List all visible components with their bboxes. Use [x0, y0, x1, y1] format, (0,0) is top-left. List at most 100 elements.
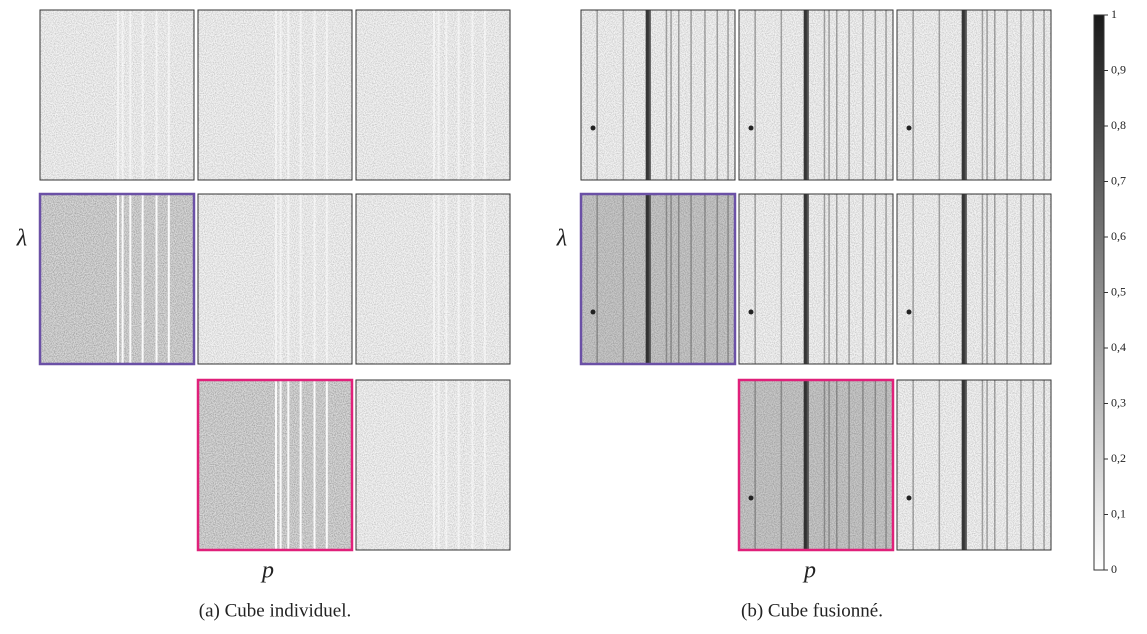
stripe: [596, 10, 598, 180]
stripe: [912, 194, 914, 364]
stripe: [885, 380, 887, 550]
stripe: [1043, 194, 1045, 364]
image-panel: [355, 9, 511, 181]
stripe: [754, 194, 756, 364]
panel-noise: [739, 10, 893, 180]
colorbar: 0 0,1 0,2 0,3 0,4 0,5 0,6 0,7 0,8 0,9 1: [1093, 7, 1126, 576]
stripe: [167, 194, 170, 364]
stripe: [836, 10, 838, 180]
x-label: p: [802, 558, 816, 584]
panel-border: [579, 192, 737, 366]
stripe: [129, 10, 132, 180]
stripe: [1032, 10, 1035, 180]
stripe: [1020, 380, 1022, 550]
stripe: [836, 194, 838, 364]
stripe: [299, 380, 302, 550]
tick-label: 0,2: [1111, 451, 1126, 465]
tick-label: 0,1: [1111, 506, 1126, 520]
stripe: [433, 380, 435, 550]
stripe: [648, 194, 651, 364]
stripe: [803, 10, 809, 180]
stripe: [325, 10, 328, 180]
image-panel: [579, 192, 737, 366]
stripe: [961, 10, 967, 180]
stripe: [622, 194, 625, 364]
stripe: [1006, 380, 1008, 550]
stripe: [1006, 194, 1008, 364]
y-label: λ: [16, 226, 27, 252]
stripe: [828, 194, 830, 364]
stripe: [754, 10, 756, 180]
image-panel: [896, 193, 1052, 365]
stripe: [483, 10, 486, 180]
stripe: [299, 194, 302, 364]
panel-border: [738, 9, 894, 181]
stripe: [117, 10, 119, 180]
dot: [748, 309, 754, 315]
panel-noise: [581, 194, 735, 364]
stripe: [1043, 380, 1045, 550]
stripe: [803, 194, 809, 364]
panel-noise: [897, 194, 1051, 364]
stripe: [437, 194, 440, 364]
stripe: [690, 194, 692, 364]
stripe: [981, 380, 984, 550]
panel-border: [896, 193, 1052, 365]
stripe: [433, 10, 435, 180]
panel-border: [738, 193, 894, 365]
stripe: [457, 194, 460, 364]
stripe: [961, 380, 967, 550]
stripe: [670, 10, 672, 180]
stripe: [279, 194, 282, 364]
stripe: [981, 10, 984, 180]
stripe: [716, 194, 719, 364]
tick-label: 0,6: [1111, 229, 1126, 243]
stripe: [704, 194, 706, 364]
stripe: [596, 194, 598, 364]
x-label: p: [260, 558, 274, 584]
panel-border: [355, 9, 511, 181]
panel-noise: [739, 380, 893, 550]
stripe: [645, 10, 651, 180]
stripe: [313, 194, 316, 364]
stripe: [483, 194, 486, 364]
stripe: [806, 380, 809, 550]
image-panel: [197, 193, 353, 365]
stripe: [622, 10, 625, 180]
stripe: [457, 380, 460, 550]
stripe: [828, 380, 830, 550]
stripe: [964, 194, 967, 364]
stripe: [279, 10, 282, 180]
stripe: [823, 10, 826, 180]
stripe: [141, 194, 144, 364]
stripe: [823, 380, 826, 550]
stripe: [862, 10, 864, 180]
stripe: [155, 10, 158, 180]
stripe: [981, 194, 984, 364]
stripe: [129, 194, 132, 364]
stripe: [445, 194, 448, 364]
stripe: [964, 380, 967, 550]
dot: [906, 495, 912, 501]
stripe: [961, 194, 967, 364]
stripe: [471, 194, 474, 364]
stripe: [1032, 380, 1035, 550]
stripe: [471, 10, 474, 180]
stripe: [874, 10, 877, 180]
panel-border: [896, 379, 1052, 551]
stripe: [167, 10, 170, 180]
tick-label: 0,4: [1111, 340, 1126, 354]
stripe: [117, 194, 119, 364]
panel-border: [355, 193, 511, 365]
tick-label: 0,3: [1111, 395, 1126, 409]
image-panel: [355, 193, 511, 365]
stripe: [986, 10, 988, 180]
stripe: [862, 380, 864, 550]
caption: (b) Cube fusionné.: [741, 600, 883, 621]
stripe: [986, 380, 988, 550]
stripe: [445, 10, 448, 180]
stripe: [836, 380, 838, 550]
stripe: [806, 194, 809, 364]
stripe: [862, 194, 864, 364]
stripe: [325, 380, 328, 550]
